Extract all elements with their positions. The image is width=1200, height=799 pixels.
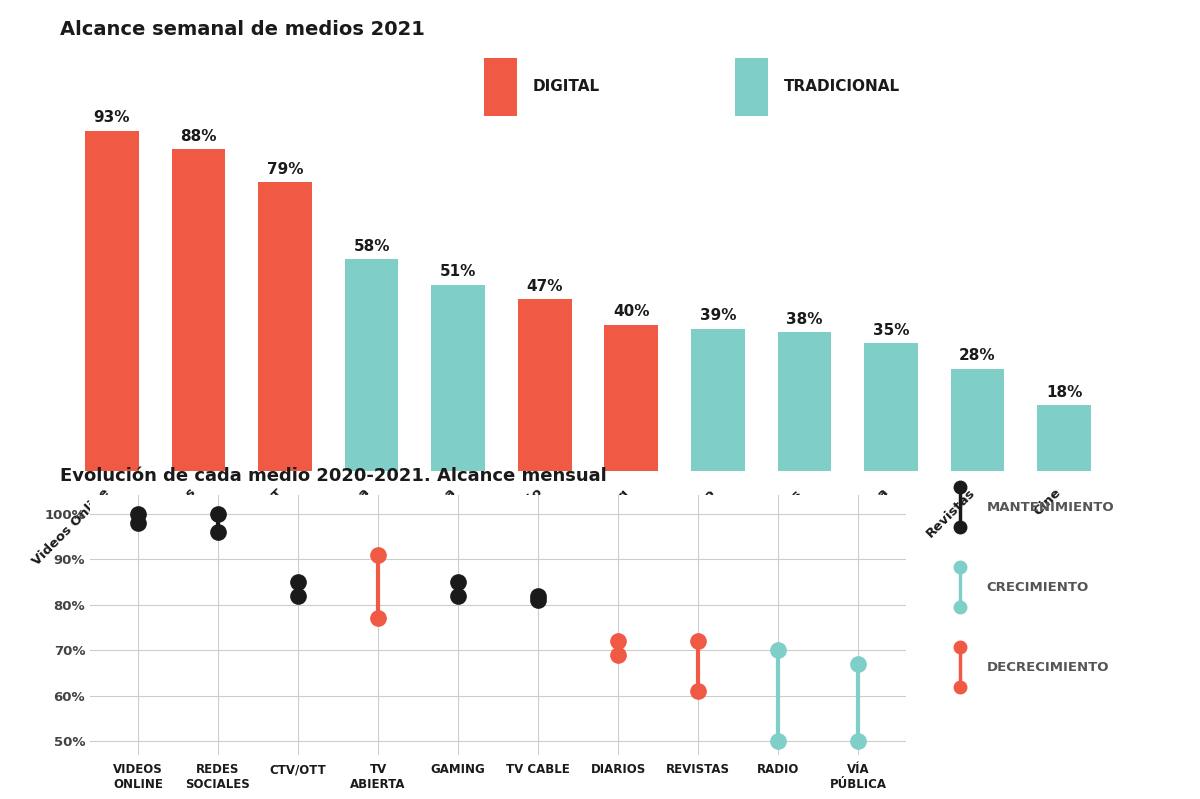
Text: 18%: 18% — [1046, 385, 1082, 400]
Text: 28%: 28% — [959, 348, 996, 364]
Bar — [258, 182, 312, 471]
Text: 79%: 79% — [266, 161, 304, 177]
Text: Videos Online: Videos Online — [30, 486, 112, 568]
Text: 40%: 40% — [613, 304, 649, 320]
Bar — [431, 284, 485, 471]
Bar — [778, 332, 832, 471]
Text: Streaming de Audio: Streaming de Audio — [431, 486, 545, 600]
Text: Alcance semanal de medios 2021: Alcance semanal de medios 2021 — [60, 20, 425, 39]
Bar — [864, 344, 918, 471]
Text: 39%: 39% — [700, 308, 736, 323]
Bar — [344, 259, 398, 471]
Text: 38%: 38% — [786, 312, 823, 327]
Bar — [484, 58, 517, 116]
Text: 47%: 47% — [527, 279, 563, 294]
Bar — [605, 325, 658, 471]
Text: Diarios: Diarios — [757, 486, 804, 533]
Bar — [950, 369, 1004, 471]
Text: DECRECIMIENTO: DECRECIMIENTO — [986, 661, 1109, 674]
Text: 88%: 88% — [180, 129, 217, 144]
Text: Radio: Radio — [678, 486, 718, 526]
Bar — [1037, 406, 1091, 471]
Text: DIGITAL: DIGITAL — [533, 79, 600, 94]
Text: 35%: 35% — [872, 323, 910, 338]
Text: TV Abierta: TV Abierta — [392, 486, 458, 551]
Text: CRECIMIENTO: CRECIMIENTO — [986, 581, 1088, 594]
Text: Gaming: Gaming — [582, 486, 631, 535]
Text: MANTENIMIENTO: MANTENIMIENTO — [986, 501, 1114, 514]
Bar — [85, 131, 139, 471]
Text: TV Paga: TV Paga — [319, 486, 372, 539]
Text: Evolución de cada medio 2020-2021. Alcance mensual: Evolución de cada medio 2020-2021. Alcan… — [60, 467, 607, 486]
Bar — [518, 300, 571, 471]
Text: Vía Pública: Vía Pública — [823, 486, 890, 555]
Text: 58%: 58% — [353, 239, 390, 253]
Text: Redes Sociales: Redes Sociales — [110, 486, 198, 574]
Text: TRADICIONAL: TRADICIONAL — [784, 79, 900, 94]
Bar — [736, 58, 768, 116]
Text: 93%: 93% — [94, 110, 130, 125]
Text: Cine: Cine — [1032, 486, 1064, 519]
Text: 51%: 51% — [440, 264, 476, 279]
Text: Revistas: Revistas — [924, 486, 978, 540]
Bar — [691, 328, 745, 471]
Text: CTV/OTT: CTV/OTT — [230, 486, 286, 540]
Bar — [172, 149, 226, 471]
